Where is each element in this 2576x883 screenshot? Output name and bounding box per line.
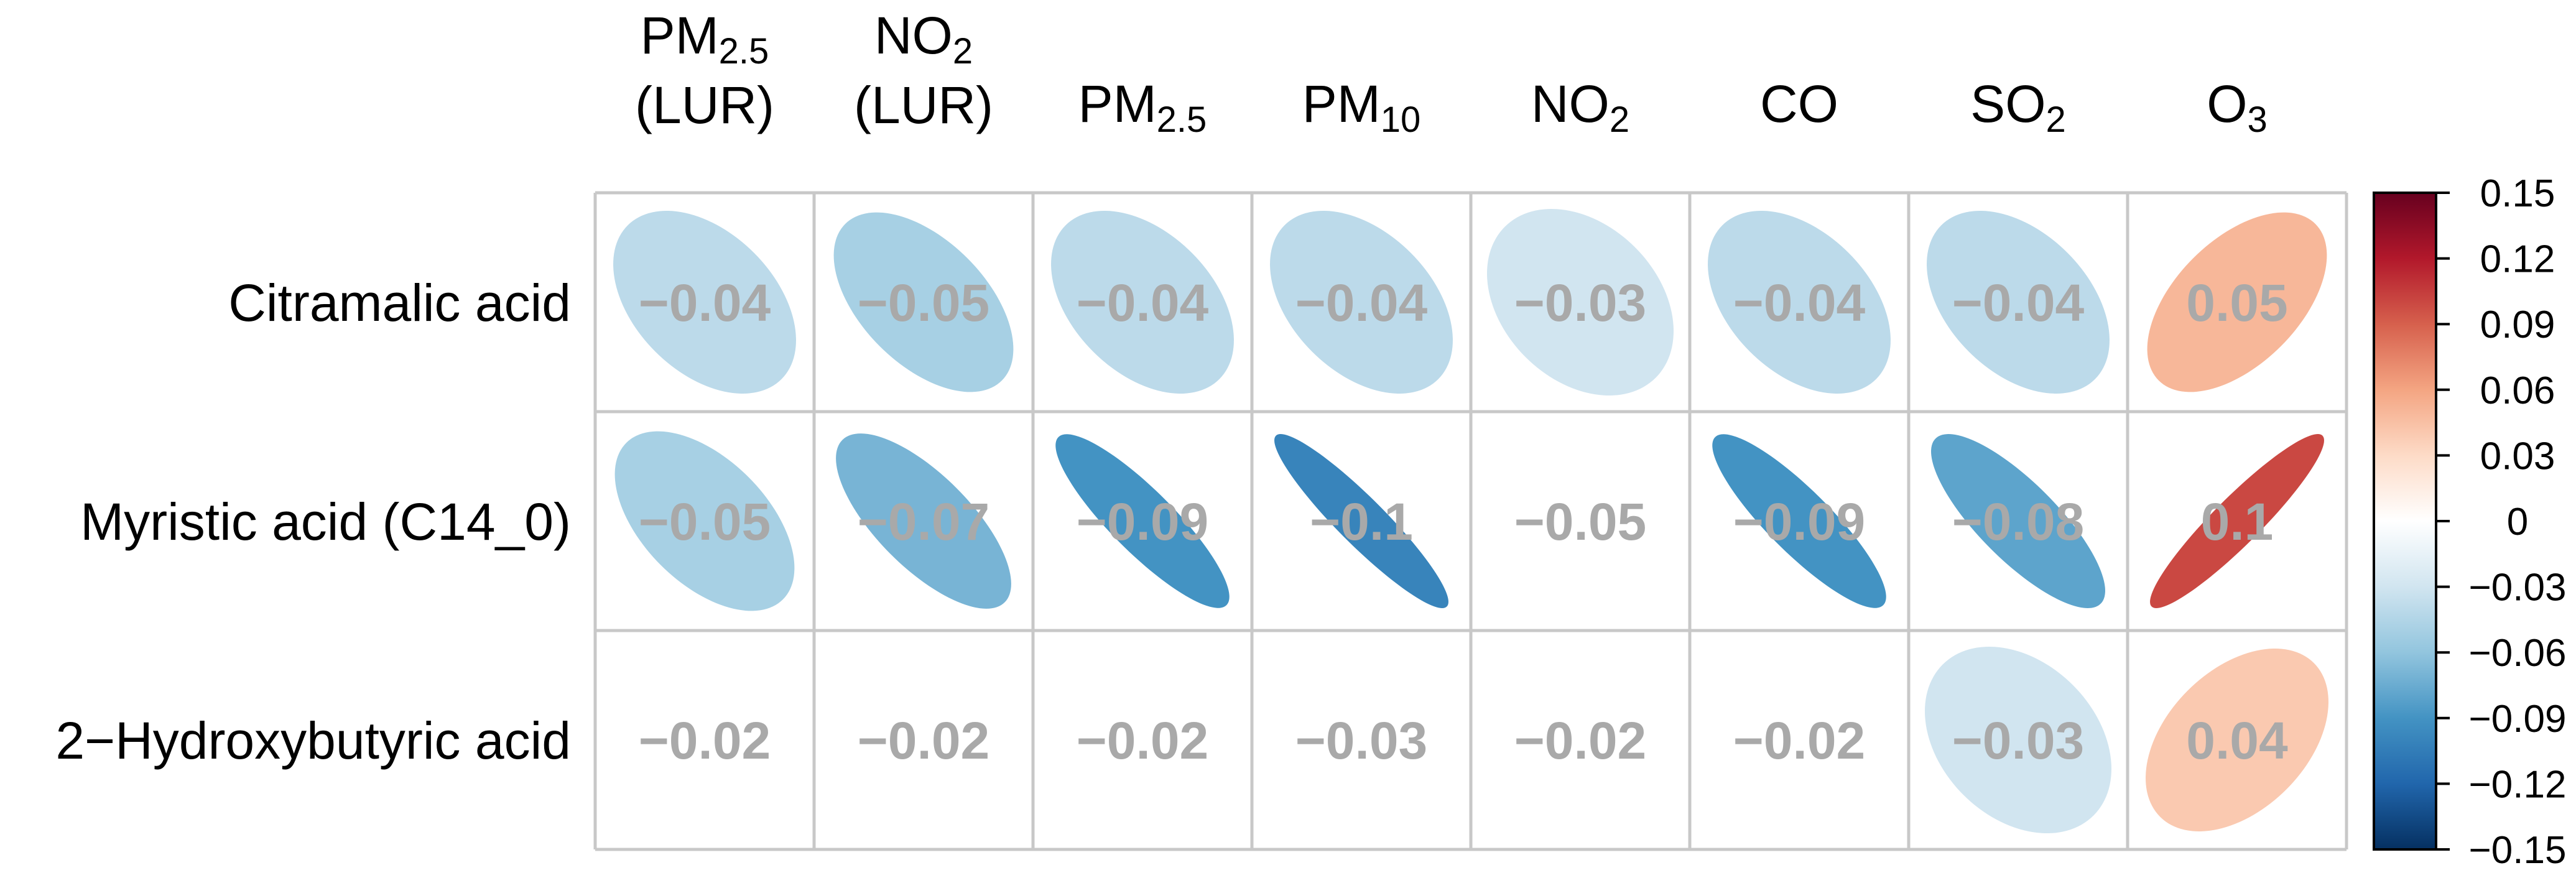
correlation-ellipse [1487,209,1674,395]
correlation-ellipse [1055,434,1230,608]
column-label-main: PM [641,6,719,65]
row-label: Citramalic acid [228,274,571,332]
column-label-main: CO [1760,75,1838,133]
correlation-ellipse [2146,649,2328,831]
correlation-ellipse [1927,211,2110,394]
column-label: PM2.5 [1078,75,1207,140]
grid-layer [593,191,2348,851]
column-label-subscript: 2.5 [719,31,769,72]
cell-value-label: −0.02 [858,711,990,770]
cell-value-label: −0.04 [639,274,771,332]
cell-value-label: −0.02 [1077,711,1209,770]
row-label: 2−Hydroxybutyric acid [55,711,571,770]
column-label-main: PM [1078,75,1157,133]
column-label: NO2 [1531,75,1629,140]
cell-value-label: −0.04 [1295,274,1428,332]
cell-value-label: −0.04 [1077,274,1209,332]
cell-value-label: −0.02 [1514,711,1647,770]
column-label-subscript: 2 [1610,99,1629,140]
cell-value-label: −0.05 [1514,492,1647,551]
column-label-subscript: 2 [2046,99,2066,140]
column-label: O3 [2207,75,2268,140]
correlation-ellipse [1270,211,1453,394]
column-label: PM10 [1302,75,1421,140]
colorbar-tick-label: 0.15 [2480,172,2555,215]
column-label: CO [1760,75,1838,133]
column-label-main: O [2207,75,2247,133]
colorbar-tick-label: −0.06 [2469,632,2567,675]
value-label-layer: −0.04 −0.05 −0.04 −0.04 −0.03 −0.04 −0.04 0.05 −… [639,274,2288,770]
column-label-second-line: (LUR) [635,76,774,134]
column-label: NO2 [874,6,973,72]
cell-value-label: −0.02 [639,711,771,770]
correlation-ellipse [1708,211,1891,394]
colorbar-tick-label: 0.06 [2480,369,2555,412]
cell-value-label: −0.05 [639,492,771,551]
correlation-ellipse [1925,647,2111,833]
ellipse-layer [613,209,2328,833]
cell-value-label: −0.03 [1514,274,1647,332]
colorbar-tick-label: 0.09 [2480,303,2555,346]
column-label-main: NO [874,6,953,65]
cell-value-label: −0.02 [1733,711,1866,770]
column-label-subscript: 2 [953,31,973,72]
cell-value-label: −0.05 [858,274,990,332]
column-label-second-line: (LUR) [854,76,993,134]
correlation-ellipse [1274,434,1448,608]
row-label: Myristic acid (C14_0) [80,492,571,551]
colorbar-tick-label: 0.12 [2480,238,2555,281]
correlation-ellipse [1051,211,1234,394]
colorbar-tick-label: −0.03 [2469,566,2567,609]
colorbar-tick-label: −0.09 [2469,698,2567,741]
correlation-ellipse [1931,434,2105,608]
colorbar-tick-label: −0.12 [2469,763,2567,806]
cell-value-label: −0.1 [1310,492,1413,551]
correlation-ellipse [2147,212,2327,392]
cell-value-label: −0.04 [1952,274,2085,332]
column-label: PM2.5 [641,6,769,72]
cell-value-label: 0.04 [2186,711,2288,770]
cell-value-label: −0.08 [1952,492,2085,551]
column-label-subscript: 2.5 [1157,99,1207,140]
colorbar-ticks: 0.15 0.12 0.09 0.06 0.03 0 −0.03 −0.06 −0.09 −0.1… [2436,172,2566,872]
column-label: SO2 [1970,75,2066,140]
colorbar-tick-label: −0.15 [2469,829,2567,872]
column-label-subscript: 3 [2248,99,2268,140]
correlation-ellipse [2150,434,2324,608]
column-labels: PM2.5(LUR)NO2(LUR) PM2.5 PM10 NO2 CO SO2 O3 [635,6,2268,140]
column-label-main: NO [1531,75,1610,133]
cell-value-label: −0.04 [1733,274,1866,332]
colorbar: 0.15 0.12 0.09 0.06 0.03 0 −0.03 −0.06 −0.09 −0.1… [2373,172,2566,872]
cell-value-label: 0.05 [2186,274,2288,332]
cell-value-label: −0.03 [1952,711,2085,770]
correlation-ellipse [614,431,795,611]
colorbar-tick-label: 0 [2507,501,2528,543]
colorbar-gradient [2373,192,2437,851]
column-label-subscript: 10 [1381,99,1421,140]
cell-value-label: −0.03 [1295,711,1428,770]
correlation-ellipse [613,211,796,394]
correlation-ellipse [1712,434,1886,608]
cell-value-label: −0.09 [1733,492,1866,551]
column-label-main: SO [1970,75,2046,133]
cell-value-label: −0.07 [858,492,990,551]
cell-value-label: −0.09 [1077,492,1209,551]
cell-value-label: 0.1 [2201,492,2274,551]
colorbar-tick-label: 0.03 [2480,435,2555,478]
column-label-main: PM [1302,75,1381,133]
correlation-ellipse [833,212,1014,392]
correlation-ellipse [836,433,1011,609]
row-labels: Citramalic acid Myristic acid (C14_0) 2−Hy… [55,274,571,770]
